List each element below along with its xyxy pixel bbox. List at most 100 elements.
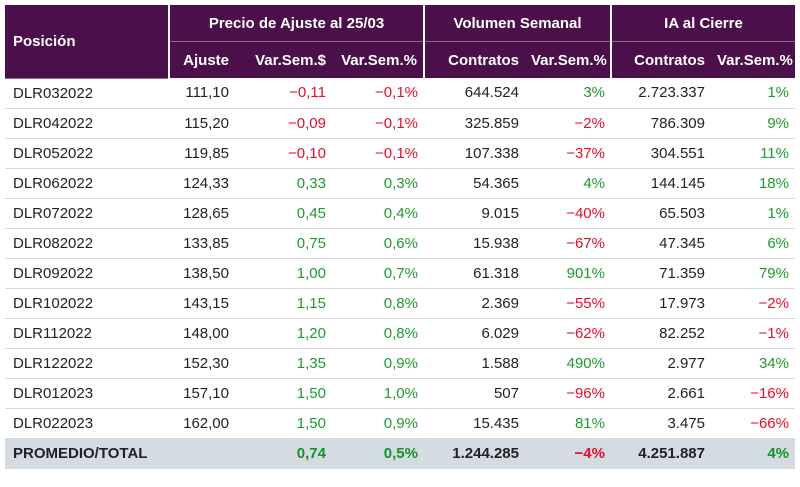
cell-var-pct: 0,7% [332, 258, 424, 289]
cell-ajuste: 133,85 [169, 228, 235, 259]
cell-open-interest-var: 1% [711, 198, 795, 229]
table-row: DLR092022 138,50 1,00 0,7% 61.318 901% 7… [5, 258, 795, 289]
cell-volume: 15.435 [424, 408, 525, 439]
total-label: PROMEDIO/TOTAL [5, 438, 169, 469]
cell-volume: 2.369 [424, 288, 525, 319]
total-row: PROMEDIO/TOTAL 0,74 0,5% 1.244.285 −4% 4… [5, 438, 795, 469]
table-row: DLR032022 111,10 −0,11 −0,1% 644.524 3% … [5, 78, 795, 109]
cell-volume: 61.318 [424, 258, 525, 289]
table-row: DLR082022 133,85 0,75 0,6% 15.938 −67% 4… [5, 228, 795, 259]
total-ajuste [169, 438, 235, 469]
header-group-open-interest: IA al Cierre [611, 5, 795, 42]
cell-volume: 644.524 [424, 78, 525, 109]
cell-volume: 107.338 [424, 138, 525, 169]
cell-position: DLR042022 [5, 108, 169, 139]
cell-open-interest-var: 11% [711, 138, 795, 169]
cell-position: DLR012023 [5, 378, 169, 409]
cell-volume-var: 901% [525, 258, 611, 289]
cell-var-usd: 1,50 [235, 408, 332, 439]
cell-volume: 9.015 [424, 198, 525, 229]
cell-open-interest-var: −16% [711, 378, 795, 409]
cell-volume: 325.859 [424, 108, 525, 139]
cell-var-usd: 1,00 [235, 258, 332, 289]
table-row: DLR102022 143,15 1,15 0,8% 2.369 −55% 17… [5, 288, 795, 319]
table-row: DLR112022 148,00 1,20 0,8% 6.029 −62% 82… [5, 318, 795, 349]
cell-open-interest: 144.145 [611, 168, 711, 199]
cell-volume-var: 4% [525, 168, 611, 199]
cell-ajuste: 157,10 [169, 378, 235, 409]
cell-open-interest: 17.973 [611, 288, 711, 319]
cell-ajuste: 128,65 [169, 198, 235, 229]
cell-open-interest-var: −1% [711, 318, 795, 349]
cell-open-interest: 71.359 [611, 258, 711, 289]
cell-var-pct: 1,0% [332, 378, 424, 409]
cell-open-interest: 2.661 [611, 378, 711, 409]
header-position: Posición [5, 5, 170, 79]
table-row: DLR052022 119,85 −0,10 −0,1% 107.338 −37… [5, 138, 795, 169]
header-ajuste: Ajuste [169, 41, 235, 78]
cell-volume-var: −37% [525, 138, 611, 169]
cell-var-usd: 0,75 [235, 228, 332, 259]
cell-var-usd: 1,15 [235, 288, 332, 319]
cell-var-usd: −0,10 [235, 138, 332, 169]
cell-open-interest: 2.723.337 [611, 78, 711, 109]
header-row-groups: Posición Precio de Ajuste al 25/03 Volum… [5, 5, 795, 79]
cell-volume-var: 81% [525, 408, 611, 439]
cell-open-interest-var: −2% [711, 288, 795, 319]
cell-volume: 507 [424, 378, 525, 409]
cell-var-usd: 1,50 [235, 378, 332, 409]
table-header: Posición Precio de Ajuste al 25/03 Volum… [5, 5, 795, 79]
cell-ajuste: 119,85 [169, 138, 235, 169]
table-row: DLR062022 124,33 0,33 0,3% 54.365 4% 144… [5, 168, 795, 199]
table-row: DLR042022 115,20 −0,09 −0,1% 325.859 −2%… [5, 108, 795, 139]
cell-var-pct: 0,6% [332, 228, 424, 259]
cell-var-pct: 0,8% [332, 318, 424, 349]
cell-open-interest-var: 79% [711, 258, 795, 289]
cell-volume-var: 3% [525, 78, 611, 109]
cell-var-usd: 0,33 [235, 168, 332, 199]
cell-open-interest-var: 9% [711, 108, 795, 139]
cell-var-pct: −0,1% [332, 138, 424, 169]
cell-position: DLR102022 [5, 288, 169, 319]
cell-position: DLR112022 [5, 318, 169, 349]
cell-volume-var: −96% [525, 378, 611, 409]
cell-volume-var: 490% [525, 348, 611, 379]
header-var-usd: Var.Sem.$ [235, 41, 332, 78]
cell-var-pct: −0,1% [332, 108, 424, 139]
cell-position: DLR062022 [5, 168, 169, 199]
total-open-interest: 4.251.887 [611, 438, 711, 469]
header-var-pct: Var.Sem.% [332, 41, 425, 78]
cell-open-interest: 3.475 [611, 408, 711, 439]
table-body: DLR032022 111,10 −0,11 −0,1% 644.524 3% … [5, 78, 795, 469]
cell-open-interest: 2.977 [611, 348, 711, 379]
cell-volume-var: −55% [525, 288, 611, 319]
cell-open-interest-var: 1% [711, 78, 795, 109]
cell-open-interest-var: 18% [711, 168, 795, 199]
header-ia-var: Var.Sem.% [711, 41, 795, 78]
total-volume: 1.244.285 [424, 438, 525, 469]
table-row: DLR072022 128,65 0,45 0,4% 9.015 −40% 65… [5, 198, 795, 229]
cell-ajuste: 148,00 [169, 318, 235, 349]
cell-volume: 15.938 [424, 228, 525, 259]
cell-position: DLR122022 [5, 348, 169, 379]
table-row: DLR122022 152,30 1,35 0,9% 1.588 490% 2.… [5, 348, 795, 379]
header-row-subcolumns: Ajuste Var.Sem.$ Var.Sem.% Contratos Var… [5, 41, 795, 78]
table-row: DLR022023 162,00 1,50 0,9% 15.435 81% 3.… [5, 408, 795, 439]
cell-volume: 6.029 [424, 318, 525, 349]
cell-ajuste: 143,15 [169, 288, 235, 319]
cell-volume-var: −2% [525, 108, 611, 139]
cell-ajuste: 115,20 [169, 108, 235, 139]
cell-open-interest: 304.551 [611, 138, 711, 169]
cell-ajuste: 162,00 [169, 408, 235, 439]
table-row: DLR012023 157,10 1,50 1,0% 507 −96% 2.66… [5, 378, 795, 409]
header-vol-var: Var.Sem.% [525, 41, 612, 78]
total-volume-var: −4% [525, 438, 611, 469]
cell-ajuste: 138,50 [169, 258, 235, 289]
cell-var-usd: 1,35 [235, 348, 332, 379]
header-group-volume: Volumen Semanal [424, 5, 612, 42]
header-vol-contratos: Contratos [424, 41, 525, 78]
cell-open-interest-var: −66% [711, 408, 795, 439]
cell-open-interest: 82.252 [611, 318, 711, 349]
header-group-price: Precio de Ajuste al 25/03 [169, 5, 425, 42]
cell-var-pct: 0,9% [332, 348, 424, 379]
